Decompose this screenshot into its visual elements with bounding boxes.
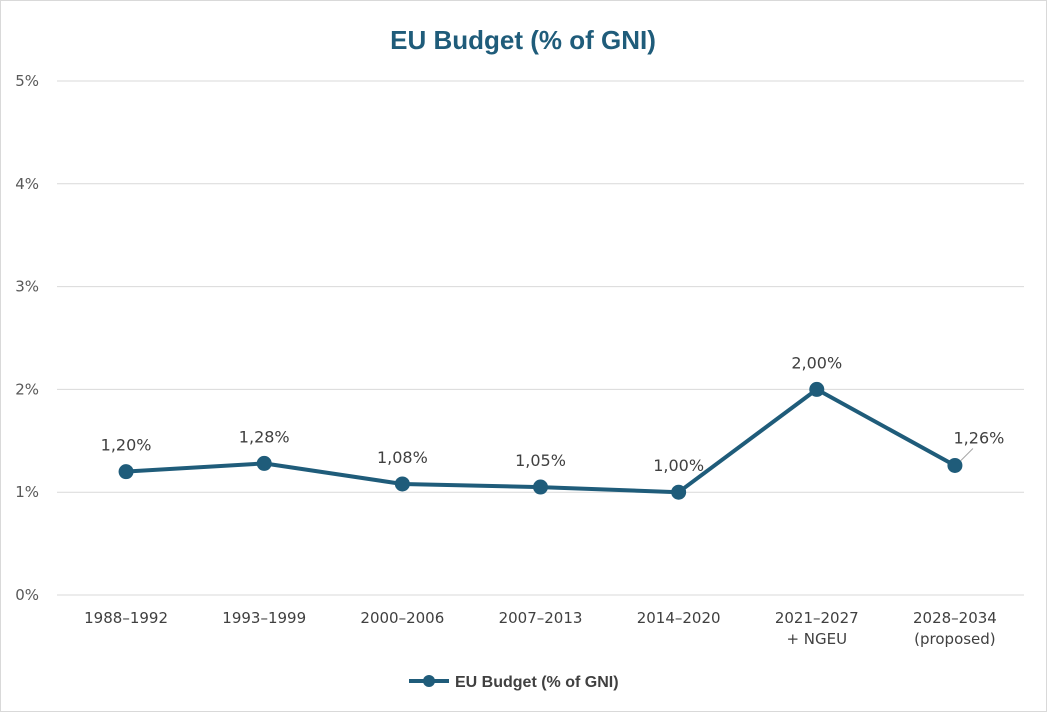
legend-label: EU Budget (% of GNI) — [455, 674, 619, 691]
data-labels: 1,20% 1,28% 1,08% 1,05% 1,00% 2,00% 1,26% — [101, 353, 1005, 475]
legend-dot-marker — [423, 675, 435, 687]
x-category-label: 2021–2027 + NGEU — [775, 609, 859, 648]
gridlines — [57, 80, 1024, 596]
x-category-label: 2007–2013 — [499, 609, 583, 627]
data-point — [256, 455, 272, 471]
y-tick-label: 5% — [15, 72, 39, 90]
data-point — [809, 381, 825, 397]
y-tick-label: 3% — [15, 278, 39, 296]
data-label: 1,26% — [954, 428, 1005, 447]
y-tick-label: 0% — [15, 586, 39, 604]
y-tick-label: 4% — [15, 175, 39, 193]
data-label: 1,28% — [239, 427, 290, 446]
data-point — [394, 476, 410, 492]
data-label-leader-line — [960, 448, 974, 461]
x-category-label: 1988–1992 — [84, 609, 168, 627]
x-category-label: 2014–2020 — [637, 609, 721, 627]
x-category-label: 1993–1999 — [222, 609, 306, 627]
data-label: 2,00% — [791, 353, 842, 372]
data-point — [118, 464, 134, 480]
data-point — [671, 484, 687, 500]
x-axis-categories: 1988–1992 1993–1999 2000–2006 2007–2013 2014… — [84, 609, 997, 648]
data-point — [947, 457, 963, 473]
x-category-label: 2000–2006 — [360, 609, 444, 627]
legend: EU Budget (% of GNI) — [409, 674, 619, 691]
data-label: 1,08% — [377, 448, 428, 467]
data-point — [533, 479, 548, 495]
series-eu-budget — [118, 381, 963, 500]
y-tick-label: 1% — [15, 483, 39, 501]
y-tick-label: 2% — [15, 380, 39, 398]
data-label: 1,00% — [653, 456, 704, 475]
chart-title: EU Budget (% of GNI) — [390, 25, 656, 55]
y-axis-ticks: 0% 1% 2% 3% 4% 5% — [15, 72, 39, 604]
data-label: 1,05% — [515, 451, 566, 470]
data-label: 1,20% — [101, 436, 152, 455]
x-category-label: 2028–2034 (proposed) — [913, 609, 997, 648]
